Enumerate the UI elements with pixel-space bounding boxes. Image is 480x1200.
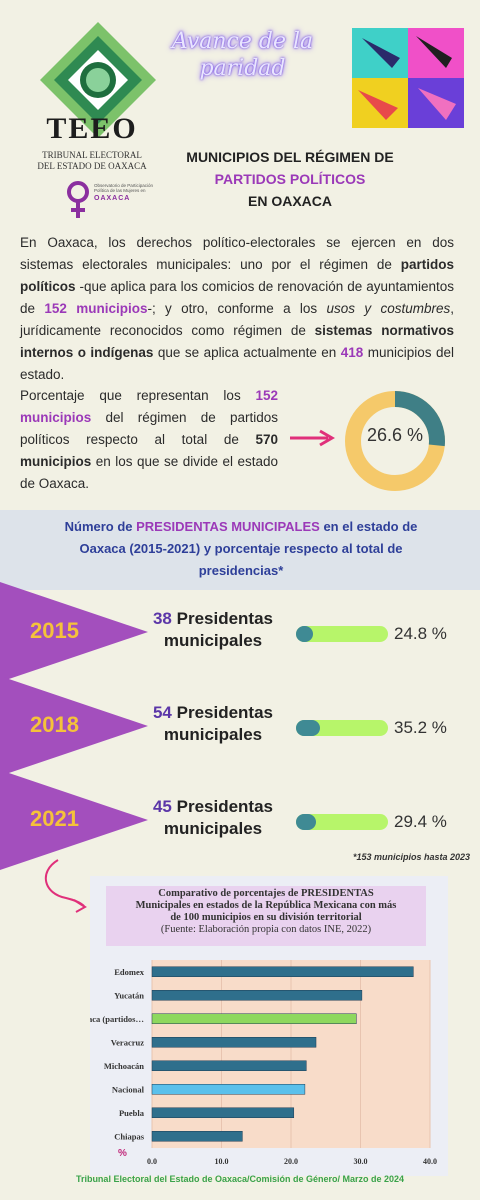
count-label: Presidentas bbox=[176, 703, 274, 722]
bar bbox=[151, 1013, 357, 1024]
chart-source: (Fuente: Elaboración propia con datos IN… bbox=[160, 924, 372, 935]
x-tick-label: 30.0 bbox=[354, 1157, 368, 1166]
donut-arc bbox=[345, 391, 445, 491]
category-label: Michoacán bbox=[104, 1061, 144, 1071]
donut-chart bbox=[345, 391, 445, 491]
percent-label: 24.8 % bbox=[394, 624, 447, 643]
intro-bold-2: 152 municipios bbox=[44, 301, 148, 316]
year-triangle bbox=[0, 676, 148, 776]
band-title: Número de PRESIDENTAS MUNICIPALES en el … bbox=[56, 516, 426, 582]
category-label: Nacional bbox=[112, 1084, 145, 1094]
percent-label: 35.2 % bbox=[394, 718, 447, 737]
x-tick-label: 40.0 bbox=[423, 1157, 437, 1166]
female-symbol-icon bbox=[67, 181, 89, 218]
teeo-logo-icon bbox=[40, 22, 156, 138]
pct-text-1: Porcentaje que representan los bbox=[20, 388, 256, 403]
percentage-paragraph: Porcentaje que representan los 152 munic… bbox=[20, 385, 278, 495]
presidentas-count: 54 Presidentas municipales bbox=[138, 702, 288, 746]
progress-fill bbox=[296, 626, 313, 642]
chart-title-line2: Municipales en estados de la República M… bbox=[135, 900, 397, 911]
count-number: 54 bbox=[152, 703, 172, 722]
category-label: Puebla bbox=[119, 1108, 145, 1118]
org-name: TRIBUNAL ELECTORAL DEL ESTADO DE OAXACA bbox=[12, 150, 172, 172]
bar bbox=[151, 1060, 307, 1071]
footer: Tribunal Electoral del Estado de Oaxaca/… bbox=[75, 1174, 405, 1184]
count-label: Presidentas bbox=[176, 797, 274, 816]
year-label: 2021 bbox=[30, 806, 79, 831]
year-label: 2018 bbox=[30, 712, 79, 737]
category-label: Veracruz bbox=[111, 1037, 144, 1047]
chart-title: Comparativo de porcentajes de PRESIDENTA… bbox=[106, 888, 426, 936]
curved-arrow-icon bbox=[44, 859, 87, 913]
bar-chart: 0.0 10.0 20.0 30.0 40.0 Edomex Yucatán Oaxaca (… bbox=[90, 960, 437, 1166]
count-number: 38 bbox=[152, 609, 172, 628]
headline-line2: PARTIDOS POLÍTICOS bbox=[214, 171, 366, 187]
footnote: *153 municipios hasta 2023 bbox=[352, 852, 470, 862]
bar bbox=[151, 1084, 306, 1095]
band-bold-1: PRESIDENTAS MUNICIPALES bbox=[136, 519, 320, 534]
band-text-2: en el estado de Oaxaca (2015-2021) y por… bbox=[79, 519, 418, 578]
bar bbox=[151, 1107, 295, 1118]
section-band bbox=[0, 510, 480, 590]
category-label: Edomex bbox=[114, 967, 145, 977]
count-label: Presidentas bbox=[176, 609, 274, 628]
year-triangle bbox=[0, 582, 148, 682]
observatory-caption: Observatorio de Participación Política d… bbox=[94, 183, 154, 193]
year-label: 2015 bbox=[30, 618, 79, 643]
pct-bold-2: 570 municipios bbox=[20, 432, 278, 469]
pct-bold-1: 152 municipios bbox=[20, 388, 278, 425]
category-label: Yucatán bbox=[114, 990, 144, 1000]
intro-text-2: -que aplica para los comicios de renovac… bbox=[20, 279, 454, 316]
chart-title-line1: Comparativo de porcentajes de PRESIDENTA… bbox=[158, 888, 374, 899]
arrow-right-icon bbox=[290, 429, 335, 447]
campaign-title: Avance de la paridad bbox=[171, 29, 314, 81]
intro-bold-4: 418 bbox=[340, 345, 364, 360]
observatory-state: OAXACA bbox=[94, 195, 131, 202]
donut-label: 26.6 % bbox=[366, 425, 424, 445]
intro-bold-3: sistemas normativos internos o indígenas bbox=[20, 323, 454, 360]
bar bbox=[151, 1037, 317, 1048]
intro-text-3: -; y otro, conforme a los bbox=[147, 301, 327, 316]
count-label2: municipales bbox=[163, 631, 263, 650]
progress-fill bbox=[296, 814, 316, 830]
chart-title-line3: de 100 municipios en su división territo… bbox=[170, 912, 362, 923]
pct-text-3: en los que se divide el estado de Oaxaca… bbox=[20, 454, 278, 491]
voting-hands-illustration bbox=[352, 28, 464, 128]
intro-paragraph: En Oaxaca, los derechos político-elector… bbox=[20, 232, 454, 386]
count-label2: municipales bbox=[163, 819, 263, 838]
presidentas-count: 38 Presidentas municipales bbox=[138, 608, 288, 652]
category-label: Oaxaca (partidos… bbox=[90, 1014, 144, 1024]
progress-track bbox=[296, 814, 388, 830]
progress-track bbox=[296, 626, 388, 642]
intro-italic-1: usos y costumbres bbox=[326, 301, 451, 316]
intro-bold-1: partidos políticos bbox=[20, 257, 454, 294]
x-tick-label: 0.0 bbox=[147, 1157, 157, 1166]
x-tick-label: 20.0 bbox=[284, 1157, 298, 1166]
headline-line1: MUNICIPIOS DEL RÉGIMEN DE bbox=[186, 149, 394, 165]
count-number: 45 bbox=[152, 797, 172, 816]
band-text-1: Número de bbox=[64, 519, 137, 534]
percent-label: 29.4 % bbox=[394, 812, 447, 831]
intro-text-6: municipios del estado. bbox=[20, 345, 454, 382]
y-axis-unit: % bbox=[118, 1148, 127, 1159]
bar bbox=[151, 966, 414, 977]
x-tick-label: 10.0 bbox=[215, 1157, 229, 1166]
progress-fill bbox=[296, 720, 320, 736]
org-name-line1: TRIBUNAL ELECTORAL bbox=[42, 150, 142, 160]
intro-text-4: , jurídicamente reconocidos como régimen… bbox=[20, 301, 454, 338]
bar bbox=[151, 1131, 243, 1142]
headline-line3: EN OAXACA bbox=[247, 193, 332, 209]
year-triangle bbox=[0, 770, 148, 870]
chart-title-box bbox=[106, 886, 426, 946]
pct-text-2: del régimen de partidos políticos respec… bbox=[20, 410, 278, 447]
presidentas-count: 45 Presidentas municipales bbox=[138, 796, 288, 840]
org-acronym: TEEO bbox=[46, 112, 138, 145]
headline: MUNICIPIOS DEL RÉGIMEN DE PARTIDOS POLÍT… bbox=[170, 146, 410, 212]
bar bbox=[151, 990, 363, 1001]
org-name-line2: DEL ESTADO DE OAXACA bbox=[37, 161, 147, 171]
count-label2: municipales bbox=[163, 725, 263, 744]
intro-text-5: que se aplica actualmente en bbox=[153, 345, 341, 360]
intro-text-1: En Oaxaca, los derechos político-elector… bbox=[20, 235, 454, 272]
category-label: Chiapas bbox=[114, 1131, 144, 1141]
